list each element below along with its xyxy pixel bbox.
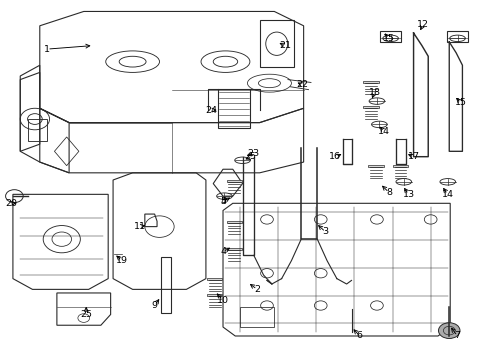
Text: 4: 4 <box>220 247 226 256</box>
Polygon shape <box>364 81 379 83</box>
Text: 16: 16 <box>329 152 342 161</box>
Polygon shape <box>227 221 242 223</box>
Text: 11: 11 <box>134 222 146 231</box>
Text: 22: 22 <box>296 81 309 90</box>
Text: 25: 25 <box>80 310 92 319</box>
Text: 17: 17 <box>408 152 419 161</box>
Polygon shape <box>227 180 242 182</box>
Circle shape <box>439 323 460 338</box>
Text: 21: 21 <box>279 41 291 50</box>
Text: 3: 3 <box>322 228 329 237</box>
Polygon shape <box>207 278 222 280</box>
Text: 9: 9 <box>151 301 158 310</box>
Text: 20: 20 <box>5 199 18 208</box>
Polygon shape <box>364 106 379 108</box>
Polygon shape <box>393 165 408 167</box>
Text: 19: 19 <box>116 256 128 265</box>
Text: 10: 10 <box>217 296 229 305</box>
Text: 14: 14 <box>378 127 390 136</box>
Polygon shape <box>368 165 384 167</box>
Text: 23: 23 <box>248 149 260 158</box>
Text: 8: 8 <box>386 188 392 197</box>
Text: 7: 7 <box>455 332 461 341</box>
Text: 12: 12 <box>417 19 429 28</box>
Text: 4: 4 <box>220 197 226 206</box>
Text: 6: 6 <box>357 332 363 341</box>
Text: 15: 15 <box>383 34 395 43</box>
Text: 24: 24 <box>206 105 218 114</box>
Polygon shape <box>227 248 242 250</box>
Text: 2: 2 <box>254 285 260 294</box>
Text: 5: 5 <box>220 197 226 206</box>
Text: 5: 5 <box>249 152 255 161</box>
Text: 14: 14 <box>442 190 454 199</box>
Text: 18: 18 <box>368 87 380 96</box>
Polygon shape <box>207 294 222 297</box>
Text: 15: 15 <box>455 98 467 107</box>
Text: 13: 13 <box>403 190 415 199</box>
Text: 1: 1 <box>44 45 50 54</box>
